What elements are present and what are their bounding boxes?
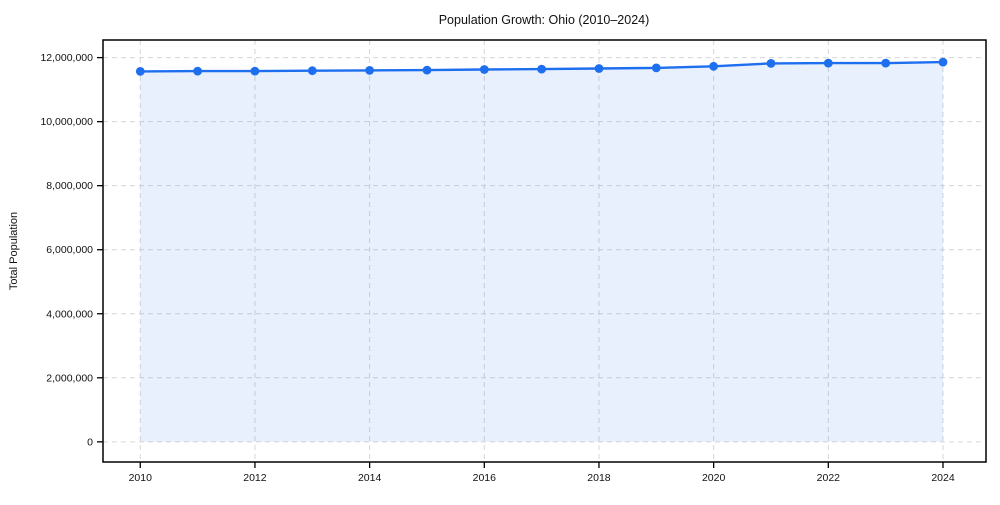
data-point [709, 61, 718, 71]
y-tick-label: 4,000,000 [46, 308, 93, 320]
data-point [365, 66, 374, 75]
y-tick-label: 2,000,000 [46, 372, 93, 384]
y-tick-label: 8,000,000 [46, 180, 93, 192]
x-tick-label: 2024 [931, 472, 955, 484]
data-point [938, 57, 948, 67]
x-tick-label: 2020 [702, 472, 726, 484]
chart-title: Population Growth: Ohio (2010–2024) [439, 13, 650, 27]
data-point [881, 58, 891, 68]
data-point [651, 63, 661, 73]
x-tick-label: 2016 [473, 472, 497, 484]
data-series [135, 57, 948, 442]
gridlines [103, 40, 986, 462]
plot-border [102, 39, 987, 463]
data-point [422, 65, 432, 75]
data-point [193, 66, 203, 76]
data-point [250, 66, 260, 76]
y-tick-label: 12,000,000 [40, 52, 93, 64]
data-point [766, 59, 776, 68]
y-axis-label: Total Population [8, 212, 20, 290]
data-point [823, 58, 833, 68]
data-point [537, 64, 546, 74]
y-tick-label: 10,000,000 [40, 116, 93, 128]
y-tick-label: 6,000,000 [46, 244, 93, 256]
data-point [479, 65, 489, 74]
x-tick-label: 2014 [358, 472, 382, 484]
y-tick-label: 0 [87, 436, 93, 448]
x-tick-label: 2018 [587, 472, 611, 484]
data-point [307, 66, 317, 76]
data-point [594, 64, 604, 73]
x-tick-label: 2010 [129, 472, 153, 484]
data-point [135, 67, 145, 76]
x-tick-label: 2012 [243, 472, 267, 484]
x-tick-label: 2022 [817, 472, 841, 484]
axis-ticks: 2010 2012 2014 2016 2018 2020 2022 2024 0 2,000,0… [40, 52, 954, 484]
area-fill [140, 62, 944, 442]
